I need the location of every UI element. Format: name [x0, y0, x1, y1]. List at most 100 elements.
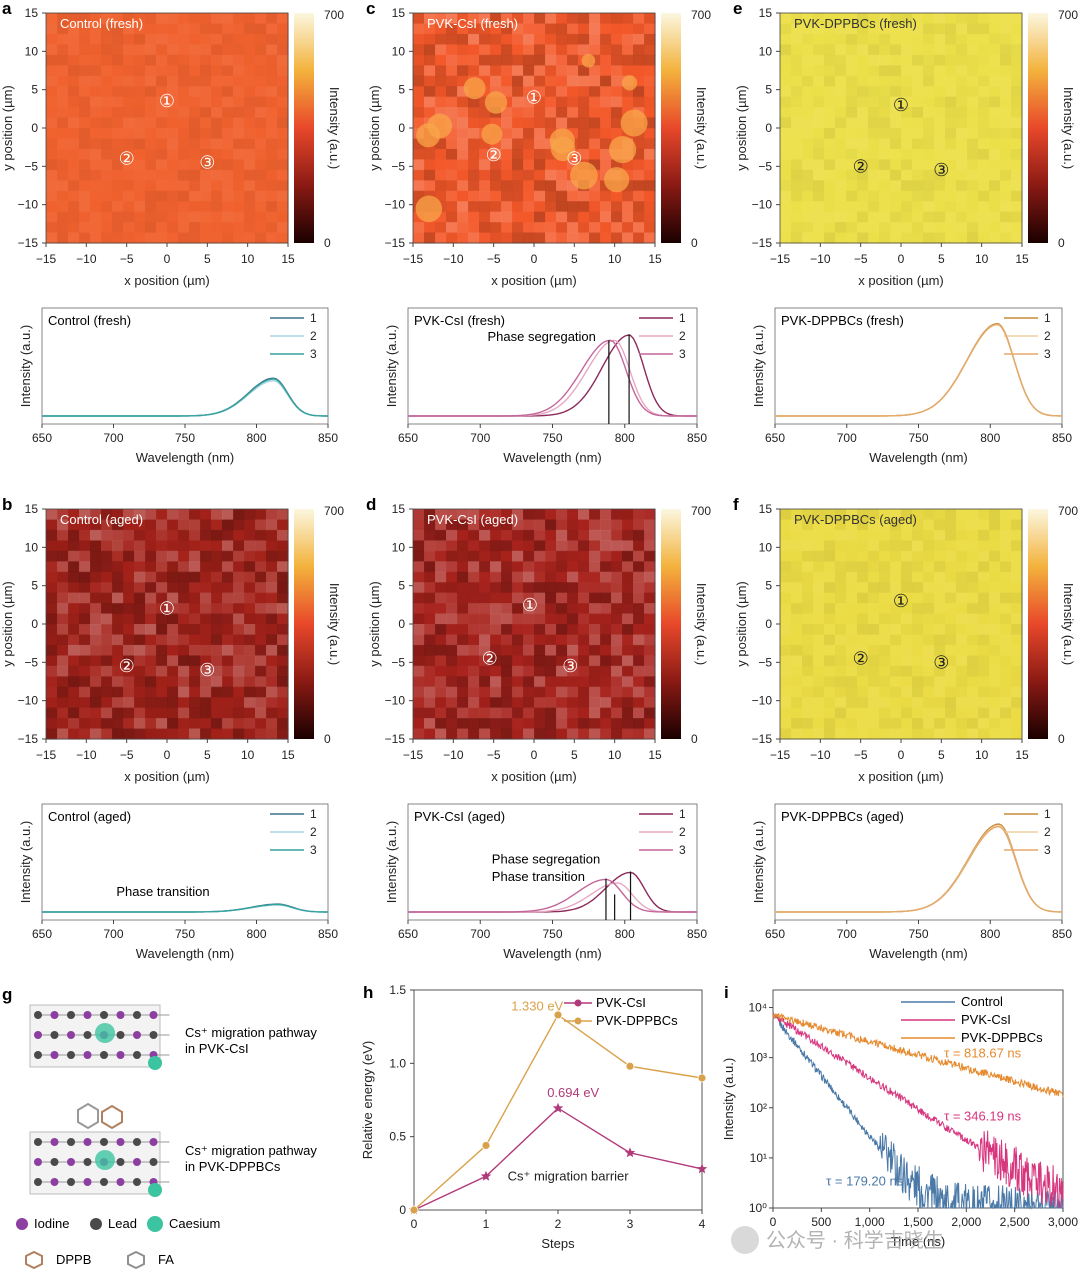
heatmap-cell: [90, 180, 102, 192]
heatmap-cell: [479, 665, 491, 677]
heatmap-cell: [567, 44, 579, 56]
heatmap-cell: [101, 644, 113, 656]
spot-marker: ①: [159, 91, 175, 111]
heatmap-cell: [266, 96, 278, 108]
heatmap-cell: [46, 54, 58, 66]
grain-spot: [550, 136, 576, 162]
heatmap-cell: [824, 728, 836, 740]
heatmap-cell: [501, 180, 513, 192]
heatmap-cell: [68, 169, 80, 181]
heatmap-cell: [222, 128, 234, 140]
heatmap-cell: [934, 718, 946, 730]
heatmap-cell: [1000, 86, 1012, 98]
heatmap-cell: [835, 13, 847, 25]
dppb-molecule: [77, 1102, 123, 1130]
heatmap-cell: [567, 540, 579, 552]
heatmap-cell: [413, 718, 425, 730]
heatmap-cell: [1000, 33, 1012, 45]
heatmap-cell: [600, 540, 612, 552]
heatmap-cell: [611, 96, 623, 108]
heatmap-cell: [145, 676, 157, 688]
heatmap-cell: [600, 634, 612, 646]
heatmap-cell: [211, 613, 223, 625]
heatmap-cell: [457, 644, 469, 656]
heatmap-cell: [567, 613, 579, 625]
heatmap-cell: [156, 613, 168, 625]
heatmap-cell: [167, 718, 179, 730]
grain-spot: [604, 167, 630, 193]
heatmap-cell: [68, 211, 80, 223]
heatmap-cell: [890, 201, 902, 213]
heatmap-cell: [1011, 232, 1023, 244]
heatmap-cell: [934, 180, 946, 192]
heatmap-cell: [233, 550, 245, 562]
heatmap-cell: [413, 190, 425, 202]
heatmap-cell: [266, 107, 278, 119]
heatmap-cell: [978, 13, 990, 25]
heatmap-cell: [534, 571, 546, 583]
heatmap-cell: [556, 592, 568, 604]
y-tick-label: 1.0: [389, 1056, 406, 1070]
grain-spot: [463, 77, 486, 100]
x-tick-label: 850: [1052, 927, 1072, 941]
heatmap-cell: [802, 86, 814, 98]
heatmap-cell: [200, 697, 212, 709]
heatmap-cell: [457, 107, 469, 119]
heatmap-cell: [512, 33, 524, 45]
heatmap-cell: [644, 540, 656, 552]
heatmap-cell: [413, 159, 425, 171]
heatmap-cell: [868, 676, 880, 688]
heatmap-cell: [501, 65, 513, 77]
heatmap-cell: [813, 13, 825, 25]
heatmap-cell: [479, 603, 491, 615]
heatmap-cell: [167, 75, 179, 87]
heatmap-cell: [178, 148, 190, 160]
heatmap-cell: [178, 117, 190, 129]
heatmap-cell: [600, 718, 612, 730]
heatmap-cell: [211, 138, 223, 150]
heatmap-cell: [556, 571, 568, 583]
caesium-atom: [95, 1150, 115, 1170]
heatmap-cell: [600, 582, 612, 594]
heatmap-cell: [644, 54, 656, 66]
heatmap-cell: [912, 107, 924, 119]
y-axis-label: Intensity (a.u.): [751, 325, 766, 407]
heatmap-cell: [145, 13, 157, 25]
x-tick-label: 800: [615, 431, 635, 445]
heatmap-cell: [156, 148, 168, 160]
heatmap-cell: [578, 138, 590, 150]
heatmap-cell: [424, 728, 436, 740]
heatmap-cell: [79, 13, 91, 25]
heatmap-cell: [101, 65, 113, 77]
heatmap-cell: [846, 222, 858, 234]
data-point-circle: [697, 1073, 707, 1083]
heatmap-cell: [167, 540, 179, 552]
heatmap-cell: [167, 159, 179, 171]
heatmap-cell: [879, 211, 891, 223]
heatmap-cell: [644, 128, 656, 140]
heatmap-cell: [112, 75, 124, 87]
heatmap-cell: [156, 180, 168, 192]
heatmap-cell: [1011, 540, 1023, 552]
pathway-label-csi-2: in PVK-CsI: [185, 1041, 249, 1056]
heatmap-cell: [1000, 571, 1012, 583]
heatmap-cell: [211, 75, 223, 87]
heatmap-cell: [211, 519, 223, 531]
heatmap-cell: [967, 44, 979, 56]
heatmap-cell: [611, 33, 623, 45]
heatmap-cell: [435, 582, 447, 594]
heatmap-cell: [556, 613, 568, 625]
heatmap-cell: [446, 86, 458, 98]
heatmap-cell: [956, 96, 968, 108]
heatmap-cell: [457, 655, 469, 667]
heatmap-cell: [945, 96, 957, 108]
heatmap-cell: [956, 86, 968, 98]
heatmap-cell: [890, 13, 902, 25]
heatmap-cell: [90, 117, 102, 129]
heatmap-cell: [567, 190, 579, 202]
heatmap-cell: [424, 592, 436, 604]
heatmap-cell: [46, 728, 58, 740]
heatmap-cell: [468, 107, 480, 119]
heatmap-cell: [1000, 592, 1012, 604]
heatmap-cell: [211, 676, 223, 688]
